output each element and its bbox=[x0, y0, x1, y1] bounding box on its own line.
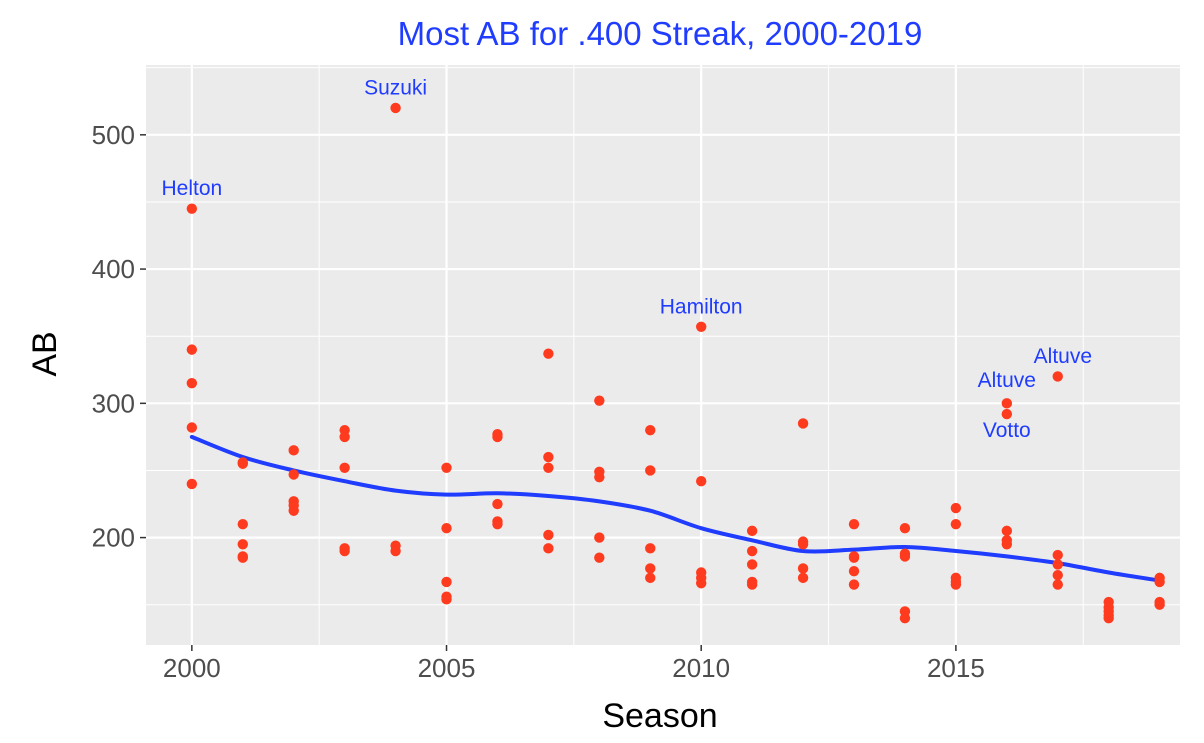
data-point bbox=[543, 451, 554, 463]
data-point bbox=[950, 579, 962, 590]
data-point bbox=[848, 518, 860, 530]
data-point bbox=[696, 578, 707, 589]
data-point bbox=[797, 572, 809, 584]
data-point bbox=[390, 545, 401, 557]
data-point bbox=[594, 532, 605, 543]
data-point bbox=[899, 551, 911, 562]
data-point bbox=[237, 552, 248, 563]
data-point bbox=[645, 543, 656, 554]
data-point bbox=[594, 395, 605, 406]
data-point bbox=[288, 469, 299, 480]
y-axis-ticks: 200 300 400 500 bbox=[92, 120, 146, 553]
data-point bbox=[797, 563, 809, 574]
x-tick-label: 2000 bbox=[163, 653, 221, 683]
data-point bbox=[288, 505, 299, 516]
y-tick-label: 400 bbox=[92, 254, 135, 284]
data-point bbox=[543, 348, 554, 359]
data-point bbox=[848, 565, 860, 577]
data-point bbox=[696, 476, 707, 487]
point-label: Suzuki bbox=[364, 77, 427, 100]
data-point bbox=[696, 321, 707, 333]
smooth-trend-line bbox=[189, 434, 1162, 583]
data-point bbox=[797, 418, 809, 429]
data-point bbox=[1001, 398, 1013, 409]
y-axis-title: AB bbox=[26, 331, 64, 376]
data-point bbox=[1001, 539, 1013, 550]
data-point bbox=[186, 377, 198, 389]
data-point bbox=[186, 478, 198, 490]
data-point bbox=[645, 465, 656, 476]
data-point bbox=[848, 552, 860, 563]
data-point bbox=[237, 458, 248, 469]
data-point bbox=[339, 462, 350, 473]
chart-title: Most AB for .400 Streak, 2000-2019 bbox=[398, 15, 923, 52]
data-point bbox=[492, 498, 503, 510]
data-point bbox=[339, 431, 350, 443]
data-point bbox=[1154, 576, 1165, 588]
point-label: Helton bbox=[161, 177, 222, 200]
y-tick-label: 200 bbox=[92, 523, 135, 553]
x-tick-label: 2010 bbox=[672, 653, 730, 683]
data-point bbox=[746, 579, 758, 590]
y-tick-label: 500 bbox=[92, 120, 135, 150]
x-tick-label: 2015 bbox=[927, 653, 985, 683]
data-point bbox=[543, 462, 554, 473]
data-point bbox=[237, 539, 248, 550]
data-point bbox=[797, 539, 809, 550]
data-point bbox=[441, 576, 452, 588]
data-point bbox=[950, 518, 962, 530]
data-point bbox=[645, 424, 656, 436]
data-point bbox=[1052, 549, 1063, 561]
data-point bbox=[1052, 559, 1063, 570]
data-point bbox=[492, 431, 503, 443]
data-point bbox=[441, 594, 452, 605]
data-point bbox=[899, 522, 911, 534]
y-tick-label: 300 bbox=[92, 388, 135, 418]
data-point bbox=[746, 545, 758, 557]
data-point bbox=[492, 518, 503, 530]
data-point bbox=[441, 462, 452, 473]
data-point bbox=[186, 203, 198, 214]
data-point bbox=[594, 552, 605, 563]
data-point bbox=[390, 102, 401, 114]
point-label: Altuve bbox=[1034, 345, 1092, 368]
data-point bbox=[288, 445, 299, 456]
data-point bbox=[950, 502, 962, 514]
x-axis-title: Season bbox=[602, 697, 717, 735]
data-point bbox=[1052, 579, 1063, 590]
x-axis-ticks: 2000 2005 2010 2015 bbox=[163, 645, 985, 683]
data-point bbox=[543, 529, 554, 541]
data-point bbox=[1103, 612, 1114, 624]
data-point bbox=[543, 543, 554, 554]
data-point bbox=[848, 579, 860, 590]
point-label: Votto bbox=[983, 419, 1031, 442]
data-point bbox=[645, 572, 656, 584]
smooth-line-layer bbox=[189, 434, 1162, 583]
data-point bbox=[1052, 371, 1063, 382]
data-point bbox=[339, 545, 350, 557]
data-point bbox=[746, 525, 758, 537]
data-point bbox=[441, 522, 452, 534]
data-point bbox=[594, 471, 605, 483]
data-point bbox=[186, 422, 198, 433]
data-point bbox=[186, 344, 198, 355]
point-label: Hamilton bbox=[660, 295, 743, 318]
data-point bbox=[746, 559, 758, 570]
data-point bbox=[1052, 569, 1063, 581]
data-point bbox=[1001, 525, 1013, 537]
data-point bbox=[645, 563, 656, 574]
x-tick-label: 2005 bbox=[418, 653, 476, 683]
point-label: Altuve bbox=[978, 369, 1036, 392]
data-point bbox=[1001, 408, 1013, 420]
data-point bbox=[237, 518, 248, 530]
data-point bbox=[1154, 599, 1165, 610]
grid-lines bbox=[146, 65, 1180, 645]
data-point bbox=[899, 612, 911, 624]
data-points bbox=[186, 102, 1165, 624]
